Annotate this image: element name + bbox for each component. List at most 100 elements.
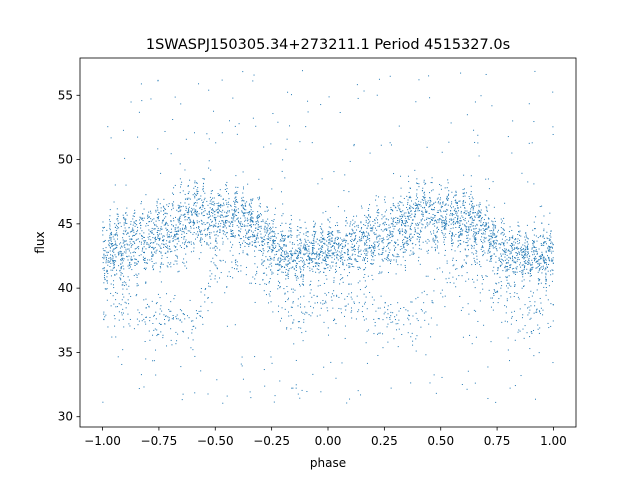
data-point [249, 391, 251, 393]
data-point [506, 298, 508, 300]
data-point [199, 229, 200, 231]
data-point [256, 217, 258, 219]
data-point [214, 218, 216, 220]
data-point [112, 260, 114, 262]
data-point [208, 228, 210, 230]
data-point [221, 214, 223, 216]
data-point [158, 220, 160, 222]
data-point [269, 247, 271, 249]
data-point [481, 275, 483, 277]
data-point [442, 201, 444, 203]
data-point [123, 216, 125, 218]
data-point [124, 219, 126, 221]
data-point [242, 71, 244, 73]
data-point [466, 245, 468, 247]
data-point [448, 233, 450, 235]
data-point [115, 244, 117, 246]
data-point [363, 232, 365, 234]
data-point [404, 220, 406, 222]
data-point [289, 125, 291, 127]
data-point [184, 228, 186, 230]
data-point [444, 249, 446, 251]
data-point [388, 251, 390, 253]
data-point [249, 224, 251, 226]
data-point [470, 208, 472, 210]
data-point [144, 259, 146, 261]
data-point [238, 221, 240, 223]
data-point [542, 257, 544, 259]
data-point [248, 245, 250, 247]
data-point [536, 251, 538, 253]
data-point [487, 178, 489, 180]
data-point [239, 246, 241, 248]
data-point [451, 232, 453, 234]
data-point [200, 234, 202, 235]
data-point [500, 227, 502, 229]
data-point [479, 229, 481, 231]
data-point [200, 219, 202, 221]
data-point [448, 221, 450, 223]
data-point [181, 246, 182, 248]
data-point [140, 217, 142, 219]
data-point [291, 254, 293, 256]
data-point [217, 207, 219, 209]
data-point [511, 316, 513, 318]
data-point [116, 306, 118, 308]
data-point [146, 316, 147, 318]
data-point [479, 264, 481, 266]
data-point [285, 259, 287, 261]
data-point [486, 223, 488, 225]
data-point [471, 204, 473, 206]
data-point [511, 229, 513, 231]
data-point [494, 273, 496, 275]
data-point [385, 209, 387, 211]
data-point [302, 266, 304, 268]
data-point [104, 288, 106, 290]
data-point [507, 321, 509, 323]
data-point [166, 229, 168, 231]
data-point [422, 207, 424, 209]
data-point [523, 266, 525, 268]
data-point [478, 231, 480, 233]
data-point [173, 236, 174, 238]
data-point [331, 238, 333, 240]
data-point [316, 315, 318, 317]
data-point [210, 219, 212, 221]
data-point [511, 236, 513, 238]
data-point [201, 205, 203, 207]
data-point [357, 255, 359, 257]
data-point [106, 280, 108, 282]
data-point [138, 111, 140, 113]
data-point [351, 249, 353, 251]
data-point [480, 239, 482, 241]
data-point [123, 275, 125, 277]
data-point [321, 245, 323, 247]
data-point [235, 192, 237, 194]
data-point [340, 254, 342, 256]
data-point [200, 237, 202, 239]
data-point [329, 241, 331, 243]
data-point [359, 280, 361, 282]
data-point [207, 229, 209, 231]
data-point [168, 236, 170, 238]
data-point [431, 182, 433, 184]
data-point [264, 283, 266, 285]
data-point [242, 199, 244, 201]
data-point [289, 227, 291, 229]
data-point [399, 215, 401, 217]
data-point [478, 216, 480, 218]
data-point [344, 244, 346, 246]
data-point [328, 243, 330, 245]
data-point [506, 279, 508, 281]
data-point [225, 185, 227, 187]
data-point [419, 236, 421, 238]
data-point [476, 255, 478, 257]
data-point [535, 309, 537, 311]
data-point [153, 360, 155, 362]
data-point [235, 199, 237, 201]
data-point [243, 213, 245, 215]
data-point [389, 226, 391, 228]
data-point [166, 232, 168, 234]
data-point [248, 211, 250, 213]
data-point [247, 230, 249, 232]
